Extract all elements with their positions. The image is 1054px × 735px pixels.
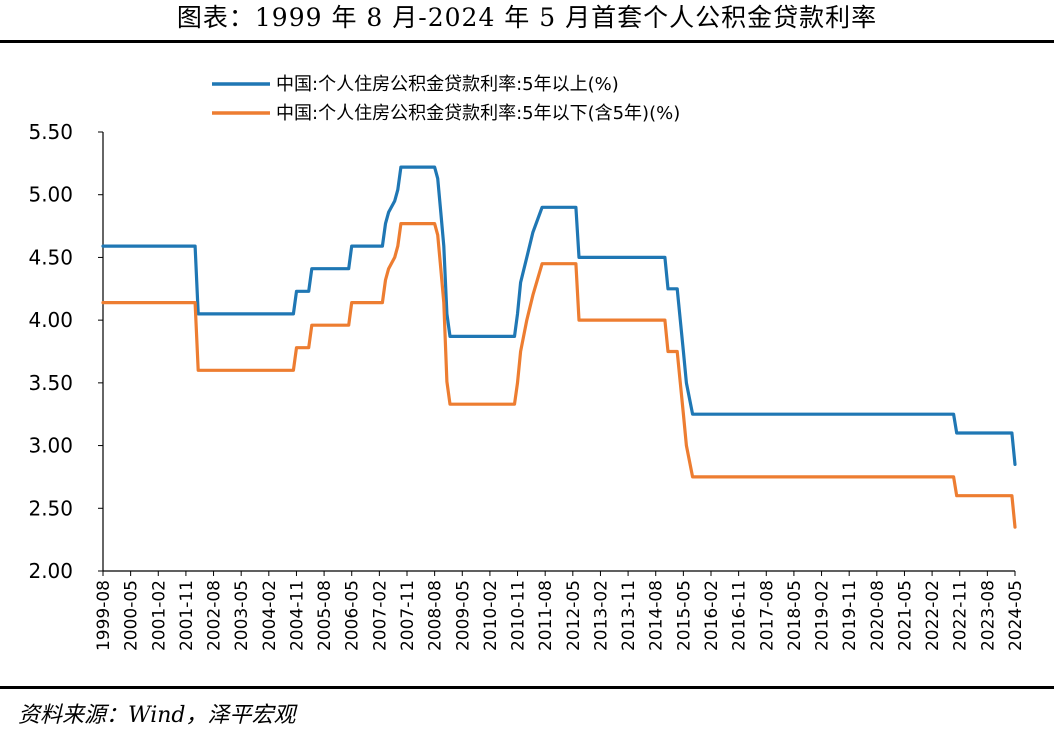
chart-title: 图表：1999 年 8 月-2024 年 5 月首套个人公积金贷款利率	[176, 3, 878, 32]
x-tick-label: 2024-05	[1006, 580, 1026, 651]
source-note: 资料来源：Wind，泽平宏观	[18, 703, 296, 728]
x-tick-label: 2001-11	[177, 580, 197, 651]
x-tick-label: 2023-08	[978, 580, 998, 651]
x-tick-label: 2018-05	[785, 580, 805, 651]
x-tick-label: 2016-02	[702, 580, 722, 651]
bottom-rule	[0, 686, 1054, 689]
y-tick-label: 3.50	[28, 371, 73, 395]
x-tick-label: 2019-02	[813, 580, 833, 651]
x-tick-label: 2002-08	[205, 580, 225, 651]
x-tick-label: 2014-08	[647, 580, 667, 651]
x-axis: 1999-08 2000-05 2001-02 2001-11 2002-08 2003-…	[94, 570, 1026, 651]
x-tick-label: 2017-08	[757, 580, 777, 651]
x-tick-label: 2007-11	[398, 580, 418, 651]
x-tick-label: 2013-11	[619, 580, 639, 651]
y-tick-label: 2.50	[28, 496, 73, 520]
x-tick-label: 2020-08	[868, 580, 888, 651]
legend-label-2: 中国:个人住房公积金贷款利率:5年以下(含5年)(%)	[276, 103, 680, 124]
series-line-1	[101, 165, 1017, 466]
series-line-2	[101, 222, 1017, 529]
x-tick-label: 2013-02	[591, 580, 611, 651]
x-tick-label: 2008-08	[426, 580, 446, 651]
x-tick-label: 2016-11	[730, 580, 750, 651]
x-tick-label: 2012-05	[564, 580, 584, 651]
y-tick-label: 5.50	[28, 120, 73, 144]
x-tick-label: 2003-05	[232, 580, 252, 651]
x-tick-label: 2010-02	[481, 580, 501, 651]
y-tick-label: 4.00	[28, 308, 73, 332]
y-axis: 5.50 5.00 4.50 4.00 3.50 3.00 2.50 2.00	[28, 120, 104, 583]
x-tick-label: 2001-02	[149, 580, 169, 651]
y-tick-label: 5.00	[28, 183, 73, 207]
x-tick-label: 2004-02	[260, 580, 280, 651]
top-rule	[0, 40, 1054, 43]
x-tick-label: 2011-08	[536, 580, 556, 651]
y-tick-label: 4.50	[28, 245, 73, 269]
x-tick-label: 2007-02	[370, 580, 390, 651]
series-layer	[101, 165, 1017, 529]
x-tick-label: 2000-05	[122, 580, 142, 651]
x-tick-label: 2009-05	[453, 580, 473, 651]
x-tick-label: 2022-02	[923, 580, 943, 651]
y-tick-label: 3.00	[28, 434, 73, 458]
legend: 中国:个人住房公积金贷款利率:5年以上(%) 中国:个人住房公积金贷款利率:5年以…	[212, 74, 680, 124]
x-tick-label: 1999-08	[94, 580, 114, 651]
x-tick-label: 2005-08	[315, 580, 335, 651]
chart: 中国:个人住房公积金贷款利率:5年以上(%) 中国:个人住房公积金贷款利率:5年以…	[28, 74, 1026, 651]
x-tick-label: 2015-05	[674, 580, 694, 651]
legend-label-1: 中国:个人住房公积金贷款利率:5年以上(%)	[276, 74, 619, 95]
x-tick-label: 2019-11	[840, 580, 860, 651]
x-tick-label: 2010-11	[509, 580, 529, 651]
x-tick-label: 2004-11	[287, 580, 307, 651]
x-tick-label: 2021-05	[895, 580, 915, 651]
x-tick-label: 2022-11	[951, 580, 971, 651]
x-tick-label: 2006-05	[343, 580, 363, 651]
y-tick-label: 2.00	[28, 559, 73, 583]
